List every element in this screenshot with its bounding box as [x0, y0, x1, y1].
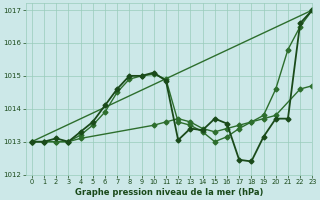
X-axis label: Graphe pression niveau de la mer (hPa): Graphe pression niveau de la mer (hPa): [75, 188, 263, 197]
